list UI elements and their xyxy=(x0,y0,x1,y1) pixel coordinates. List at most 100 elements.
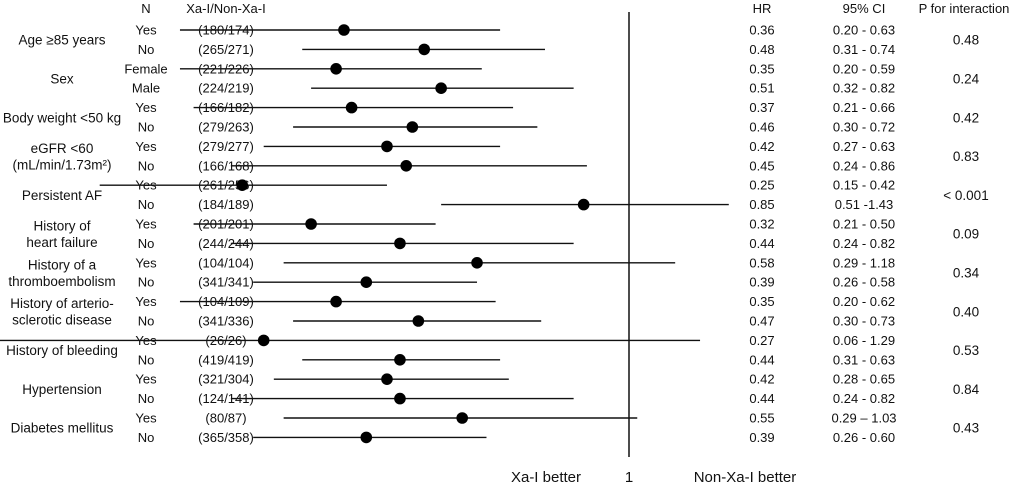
row-counts: (341/336) xyxy=(198,314,254,329)
row-counts: (166/168) xyxy=(198,158,254,173)
subgroup-name: History of a xyxy=(28,257,97,272)
hr-value: 0.32 xyxy=(749,217,774,232)
forest-row: Yes (26/26) 0.27 0.06 - 1.29 xyxy=(0,333,895,348)
ci-value: 0.29 – 1.03 xyxy=(831,411,896,426)
hr-value: 0.58 xyxy=(749,255,774,270)
row-subgroup-label: Female xyxy=(124,61,167,76)
ci-value: 0.29 - 1.18 xyxy=(833,255,895,270)
row-subgroup-label: Yes xyxy=(135,294,157,309)
hr-point xyxy=(338,24,350,36)
axis-right-label: Non-Xa-I better xyxy=(694,469,797,486)
row-counts: (265/271) xyxy=(198,42,254,57)
forest-row: Yes (321/304) 0.42 0.28 - 0.65 xyxy=(135,372,895,387)
hr-point xyxy=(412,315,425,327)
hr-point xyxy=(418,43,431,56)
forest-row: Yes (261/256) 0.25 0.15 - 0.42 xyxy=(99,178,895,193)
forest-row: Male (224/219) 0.51 0.32 - 0.82 xyxy=(132,81,895,96)
forest-row: No (265/271) 0.48 0.31 - 0.74 xyxy=(138,42,895,57)
subgroup-group: History of heart failure 0.09 xyxy=(26,218,979,250)
ci-value: 0.15 - 0.42 xyxy=(833,178,895,193)
row-subgroup-label: Yes xyxy=(135,217,157,232)
forest-row: No (166/168) 0.45 0.24 - 0.86 xyxy=(138,158,895,173)
subgroup-name: History of xyxy=(33,218,90,233)
hr-value: 0.36 xyxy=(749,23,774,38)
row-subgroup-label: No xyxy=(138,314,155,329)
subgroup-group: History of a thromboembolism 0.34 xyxy=(8,257,979,289)
subgroup-group: History of bleeding 0.53 xyxy=(6,343,979,358)
subgroup-name: Body weight <50 kg xyxy=(3,110,121,125)
row-subgroup-label: Yes xyxy=(135,411,157,426)
p-interaction-value: 0.48 xyxy=(953,33,979,48)
ci-value: 0.24 - 0.82 xyxy=(833,391,895,406)
subgroup-labels: Age ≥85 years 0.48 Sex 0.24 Body weight <50 … xyxy=(3,33,989,436)
row-subgroup-label: No xyxy=(138,352,155,367)
ci-value: 0.31 - 0.63 xyxy=(833,352,895,367)
hr-value: 0.51 xyxy=(749,81,774,96)
subgroup-name: sclerotic disease xyxy=(12,313,112,328)
axis-reference-label: 1 xyxy=(625,469,633,486)
ci-value: 0.31 - 0.74 xyxy=(833,42,895,57)
subgroup-name: (mL/min/1.73m²) xyxy=(12,157,111,172)
row-counts: (341/341) xyxy=(198,275,254,290)
ci-value: 0.20 - 0.62 xyxy=(833,294,895,309)
hr-value: 0.47 xyxy=(749,314,774,329)
row-subgroup-label: No xyxy=(138,197,155,212)
ci-value: 0.30 - 0.72 xyxy=(833,120,895,135)
row-counts: (184/189) xyxy=(198,197,254,212)
hr-value: 0.39 xyxy=(749,430,774,445)
forest-row: No (244/244) 0.44 0.24 - 0.82 xyxy=(138,236,895,251)
p-interaction-value: 0.42 xyxy=(953,110,979,125)
row-counts: (124/141) xyxy=(198,391,254,406)
hr-point xyxy=(360,276,373,289)
hr-point xyxy=(577,198,590,211)
forest-row: No (279/263) 0.46 0.30 - 0.72 xyxy=(138,120,895,135)
row-counts: (224/219) xyxy=(198,81,254,96)
subgroup-name: heart failure xyxy=(26,235,97,250)
hr-value: 0.27 xyxy=(749,333,774,348)
row-subgroup-label: Yes xyxy=(135,100,157,115)
hr-value: 0.44 xyxy=(749,352,774,367)
row-subgroup-label: No xyxy=(138,42,155,57)
subgroup-group: Hypertension 0.84 xyxy=(22,382,979,397)
subgroup-name: Diabetes mellitus xyxy=(11,421,114,436)
subgroup-name: History of bleeding xyxy=(6,343,118,358)
hr-value: 0.25 xyxy=(749,178,774,193)
subgroup-name: Persistent AF xyxy=(22,188,102,203)
row-subgroup-label: Yes xyxy=(135,23,157,38)
hr-value: 0.37 xyxy=(749,100,774,115)
subgroup-name: Hypertension xyxy=(22,382,102,397)
forest-row: No (341/336) 0.47 0.30 - 0.73 xyxy=(138,314,895,329)
forest-row: Yes (201/201) 0.32 0.21 - 0.50 xyxy=(135,217,895,232)
hr-point xyxy=(257,334,270,347)
row-counts: (104/104) xyxy=(198,255,254,270)
ci-value: 0.32 - 0.82 xyxy=(833,81,895,96)
ci-value: 0.26 - 0.58 xyxy=(833,275,895,290)
row-counts: (279/263) xyxy=(198,120,254,135)
ci-value: 0.21 - 0.50 xyxy=(833,217,895,232)
row-subgroup-label: No xyxy=(138,275,155,290)
p-interaction-value: 0.83 xyxy=(953,149,979,164)
ci-value: 0.27 - 0.63 xyxy=(833,139,895,154)
hr-value: 0.85 xyxy=(749,197,774,212)
hr-point xyxy=(394,392,406,405)
row-subgroup-label: No xyxy=(138,391,155,406)
subgroup-name: eGFR <60 xyxy=(31,141,94,156)
header-hr: HR xyxy=(753,1,772,16)
ci-value: 0.21 - 0.66 xyxy=(833,100,895,115)
hr-value: 0.44 xyxy=(749,236,774,251)
row-counts: (279/277) xyxy=(198,139,254,154)
forest-row: No (365/358) 0.39 0.26 - 0.60 xyxy=(138,430,895,445)
p-interaction-value: 0.24 xyxy=(953,72,980,87)
row-subgroup-label: Yes xyxy=(135,139,157,154)
row-counts: (80/87) xyxy=(205,411,246,426)
hr-value: 0.46 xyxy=(749,120,774,135)
ci-value: 0.28 - 0.65 xyxy=(833,372,895,387)
p-interaction-value: 0.34 xyxy=(953,266,980,281)
hr-point xyxy=(471,257,483,269)
hr-point xyxy=(381,373,393,386)
hr-point xyxy=(381,140,393,153)
hr-point xyxy=(330,295,342,308)
row-subgroup-label: No xyxy=(138,236,155,251)
